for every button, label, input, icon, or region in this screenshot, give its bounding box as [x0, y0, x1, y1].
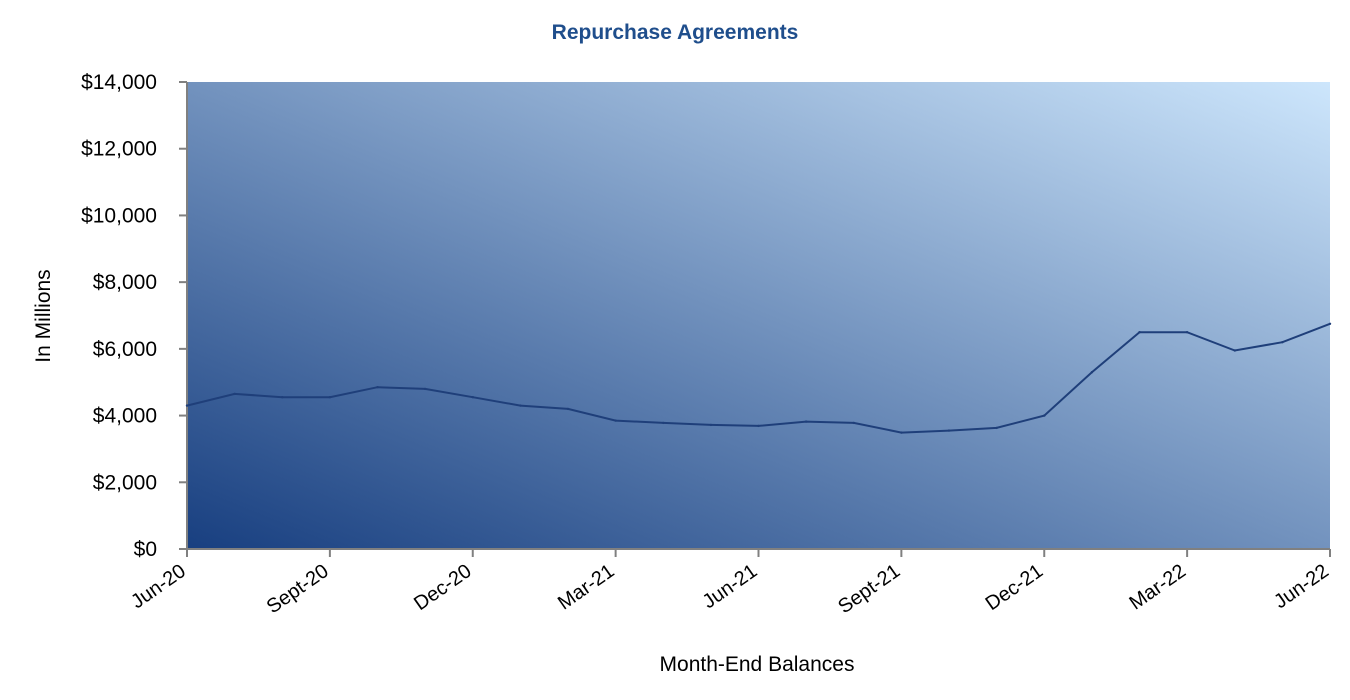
- y-axis-label: In Millions: [32, 269, 55, 362]
- x-tick-label: Jun-22: [1270, 560, 1333, 613]
- y-tick-label: $0: [134, 538, 157, 561]
- x-tick-label: Jun-21: [699, 560, 762, 613]
- data-point: [471, 396, 474, 399]
- y-tick-label: $6,000: [93, 338, 157, 361]
- data-point: [328, 396, 332, 399]
- data-point: [614, 419, 617, 422]
- plot-area: [187, 82, 1330, 549]
- data-point: [185, 404, 189, 407]
- x-tick-label: Dec-20: [410, 560, 475, 615]
- x-tick-label: Sept-21: [834, 560, 904, 618]
- data-point: [1233, 349, 1237, 352]
- data-point: [757, 424, 760, 428]
- y-tick-label: $14,000: [81, 71, 157, 94]
- data-point: [900, 431, 903, 434]
- data-point: [662, 421, 665, 425]
- x-tick-label: Mar-22: [1125, 560, 1190, 614]
- data-point: [804, 420, 808, 423]
- data-point: [1090, 371, 1094, 374]
- x-tick-label: Dec-21: [982, 560, 1047, 615]
- y-tick-label: $4,000: [93, 405, 157, 428]
- y-tick-label: $12,000: [81, 138, 157, 161]
- data-point: [1043, 414, 1046, 417]
- data-point: [709, 423, 713, 427]
- y-tick-label: $10,000: [81, 204, 157, 227]
- y-tick-label: $8,000: [93, 271, 157, 294]
- data-point: [1138, 331, 1141, 334]
- data-point: [995, 426, 998, 430]
- data-point: [423, 387, 427, 391]
- data-point: [281, 396, 284, 399]
- y-tick-label: $2,000: [93, 471, 157, 494]
- data-point: [376, 386, 379, 389]
- x-tick-label: Jun-20: [127, 560, 190, 613]
- data-point: [1185, 331, 1189, 334]
- data-point: [519, 404, 522, 407]
- x-axis-label: Month-End Balances: [660, 653, 855, 676]
- data-point: [566, 407, 570, 411]
- data-point: [947, 429, 951, 432]
- chart-title: Repurchase Agreements: [552, 21, 799, 44]
- y-axis: $0 $2,000 $4,000 $6,000 $8,000 $10,000 $12,000…: [81, 71, 188, 561]
- data-point: [1328, 322, 1332, 325]
- data-point: [233, 392, 236, 396]
- data-point: [1281, 341, 1284, 344]
- x-tick-label: Mar-21: [554, 560, 619, 614]
- data-point: [852, 421, 855, 425]
- x-tick-label: Sept-20: [263, 560, 333, 618]
- series-layer: [185, 322, 1332, 434]
- x-axis: Jun-20 Sept-20 Dec-20 Mar-21 Jun-21 Sept-21 De…: [127, 548, 1333, 618]
